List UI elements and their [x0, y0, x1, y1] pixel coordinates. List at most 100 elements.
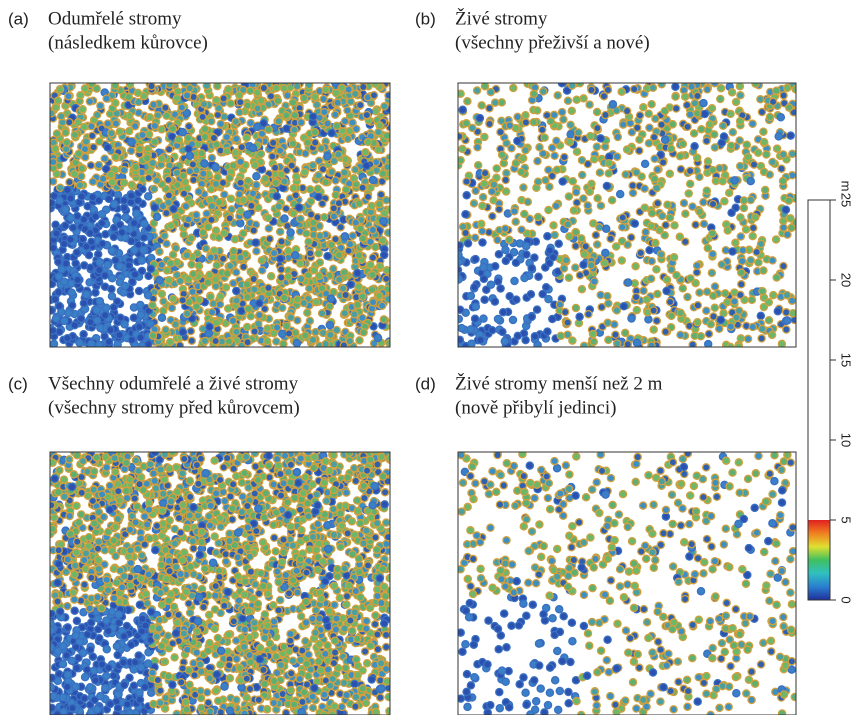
tree — [56, 273, 63, 280]
tree — [653, 317, 660, 324]
tree — [591, 156, 598, 163]
tree — [471, 284, 478, 291]
tree — [557, 332, 564, 339]
tree — [758, 108, 765, 115]
tree — [121, 321, 128, 328]
tree — [74, 119, 81, 126]
tree — [136, 323, 143, 330]
tree — [341, 269, 348, 276]
tree — [233, 287, 240, 294]
tree — [251, 328, 258, 335]
tree — [497, 129, 504, 136]
tree — [147, 320, 154, 327]
tree — [285, 247, 292, 254]
tree — [128, 238, 135, 245]
tree — [652, 115, 659, 122]
tree — [144, 154, 151, 161]
tree — [541, 134, 548, 141]
tree — [62, 206, 69, 213]
tree — [597, 202, 604, 209]
tree — [472, 315, 479, 322]
panel-title: (všechny přeživší a nové) — [455, 32, 650, 53]
tree — [184, 310, 191, 317]
tree — [238, 307, 245, 314]
tree — [357, 225, 364, 232]
tree — [640, 287, 647, 294]
tree — [247, 119, 254, 126]
tree — [302, 332, 309, 339]
tree — [363, 618, 370, 625]
tree — [237, 220, 244, 227]
tree — [151, 185, 158, 192]
tree — [694, 302, 701, 309]
tree — [112, 99, 119, 106]
tree — [601, 260, 608, 267]
tree — [272, 548, 279, 555]
tree — [728, 142, 735, 149]
tree — [482, 170, 489, 177]
tree — [346, 338, 353, 345]
tree — [573, 199, 580, 206]
tree — [666, 170, 673, 177]
tree — [783, 309, 790, 316]
tree — [265, 126, 272, 133]
tree — [666, 214, 673, 221]
tree — [587, 133, 594, 140]
tree — [534, 107, 541, 114]
tree — [737, 291, 744, 298]
tree — [350, 175, 357, 182]
tree — [228, 195, 235, 202]
tree — [287, 229, 294, 236]
tree — [360, 83, 367, 90]
tree — [749, 233, 756, 240]
tree — [572, 229, 579, 236]
tree — [337, 224, 344, 231]
tree — [622, 329, 629, 336]
tree — [383, 643, 390, 650]
tree — [96, 298, 103, 305]
tree — [489, 213, 496, 220]
tree — [589, 330, 596, 337]
tree — [636, 147, 643, 154]
tree — [55, 289, 62, 296]
tree — [158, 155, 165, 162]
tree — [729, 129, 736, 136]
tree — [687, 275, 694, 282]
tree — [648, 342, 655, 349]
tree — [367, 238, 374, 245]
tree — [462, 211, 469, 218]
tree — [568, 107, 575, 114]
tree — [309, 162, 316, 169]
tree — [187, 328, 194, 335]
tree — [319, 200, 326, 207]
tree — [326, 322, 333, 329]
tree — [704, 245, 711, 252]
tree — [96, 138, 103, 145]
tree — [569, 178, 576, 185]
tree — [560, 265, 567, 272]
tree-points — [47, 79, 394, 350]
tree — [743, 141, 750, 148]
tree — [731, 177, 738, 184]
tree — [512, 259, 519, 266]
tree — [641, 185, 648, 192]
tree — [208, 118, 215, 125]
tree — [766, 171, 773, 178]
tree — [345, 86, 352, 93]
tree — [527, 291, 534, 298]
tree — [459, 106, 466, 113]
tree — [370, 299, 377, 306]
tree — [141, 220, 148, 227]
panel-title: (následkem kůrovce) — [48, 32, 208, 53]
tree — [522, 337, 529, 344]
tree — [464, 98, 471, 105]
tree — [213, 687, 220, 694]
tree — [530, 119, 537, 126]
tree — [540, 88, 547, 95]
tree — [102, 231, 109, 238]
tree — [480, 264, 487, 271]
tree — [559, 109, 566, 116]
tree — [534, 341, 541, 348]
tree — [747, 257, 754, 264]
tree — [663, 287, 670, 294]
